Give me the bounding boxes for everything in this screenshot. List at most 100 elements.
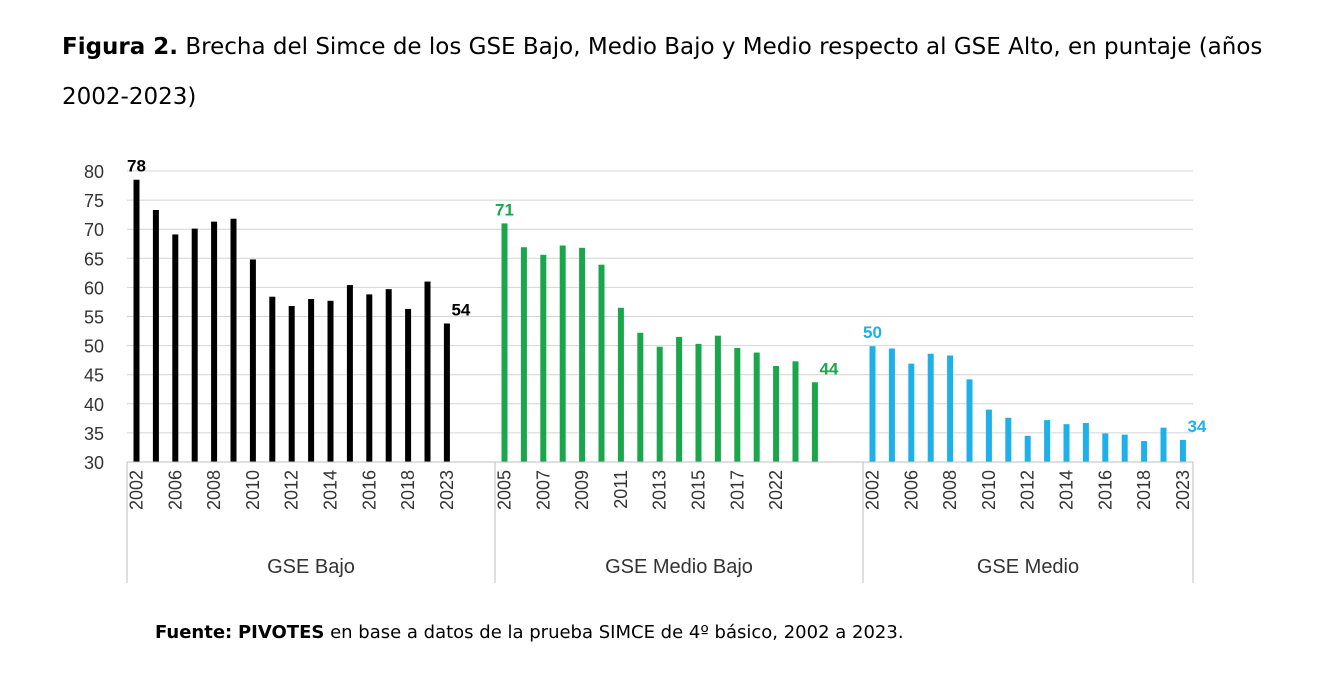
bar xyxy=(269,296,276,462)
bar xyxy=(734,347,741,462)
x-tick-label: 2005 xyxy=(495,470,515,510)
bar xyxy=(695,343,702,462)
x-tick-label: 2010 xyxy=(243,470,263,510)
bar xyxy=(1024,435,1031,462)
x-tick-label: 2018 xyxy=(398,470,418,510)
bar xyxy=(1179,439,1186,462)
bar xyxy=(540,254,547,462)
bar xyxy=(792,361,799,462)
x-tick-label: 2012 xyxy=(282,470,302,510)
group-label: GSE Medio xyxy=(977,556,1079,578)
data-label: 54 xyxy=(451,300,470,319)
bar xyxy=(1141,441,1148,462)
y-tick-label: 55 xyxy=(84,308,104,328)
data-label: 71 xyxy=(495,200,514,219)
x-tick-label: 2016 xyxy=(1095,470,1115,510)
x-tick-label: 2017 xyxy=(727,470,747,510)
bar xyxy=(676,336,683,462)
x-tick-label: 2015 xyxy=(689,470,709,510)
x-tick-label: 2010 xyxy=(979,470,999,510)
x-tick-label: 2016 xyxy=(359,470,379,510)
bar xyxy=(985,409,992,462)
x-tick-label: 2012 xyxy=(1018,470,1038,510)
bar xyxy=(443,323,450,462)
group-label: GSE Medio Bajo xyxy=(605,556,753,578)
bar xyxy=(1160,427,1167,462)
data-label: 50 xyxy=(863,323,882,342)
bar xyxy=(811,382,818,462)
x-tick-label: 2014 xyxy=(1057,470,1077,510)
bar xyxy=(1005,417,1012,462)
data-label: 44 xyxy=(819,359,838,378)
source-text: en base a datos de la prueba SIMCE de 4º… xyxy=(330,622,904,643)
y-tick-label: 60 xyxy=(84,278,104,298)
bar xyxy=(152,209,159,462)
y-tick-label: 80 xyxy=(84,162,104,182)
y-tick-label: 75 xyxy=(84,191,104,211)
bar xyxy=(424,281,431,462)
source-label: Fuente: xyxy=(155,622,233,643)
x-axis: 2002 2006 2008 2010 2012 2014 2016 2018 2023 GSE … xyxy=(126,461,1194,583)
x-tick-label: 2002 xyxy=(863,470,883,510)
bar xyxy=(308,299,315,462)
bars: 78 54 71 44 50 34 xyxy=(127,157,1207,463)
bar xyxy=(230,218,237,462)
bar xyxy=(966,379,973,462)
bar xyxy=(559,245,566,462)
bar xyxy=(405,308,412,462)
y-tick-label: 35 xyxy=(84,424,104,444)
group-label: GSE Bajo xyxy=(267,556,355,578)
bar xyxy=(366,294,373,462)
x-tick-label: 2009 xyxy=(572,470,592,510)
bar xyxy=(947,355,954,462)
bar xyxy=(637,332,644,462)
source-note: Fuente: PIVOTES en base a datos de la pr… xyxy=(155,622,904,643)
bar xyxy=(773,365,780,462)
data-label: 78 xyxy=(127,157,146,176)
x-tick-label: 2022 xyxy=(766,470,786,510)
x-tick-label: 2008 xyxy=(204,470,224,510)
bar xyxy=(908,363,915,462)
figure-text: Brecha del Simce de los GSE Bajo, Medio … xyxy=(62,34,1263,110)
x-tick-label: 2011 xyxy=(611,470,631,509)
bar xyxy=(1121,434,1128,462)
bar xyxy=(714,335,721,462)
x-tick-label: 2002 xyxy=(127,470,147,510)
figure-title: Figura 2. Brecha del Simce de los GSE Ba… xyxy=(62,22,1302,122)
source-org: PIVOTES xyxy=(237,622,325,643)
y-tick-label: 45 xyxy=(84,366,104,386)
bar xyxy=(1102,433,1109,462)
bar xyxy=(288,306,295,462)
bar xyxy=(501,223,508,462)
bar xyxy=(249,259,256,462)
x-tick-label: 2006 xyxy=(165,470,185,510)
x-tick-label: 2008 xyxy=(940,470,960,510)
bar xyxy=(191,228,198,462)
bar xyxy=(346,285,353,462)
bar xyxy=(869,346,876,462)
bar xyxy=(1044,420,1051,462)
x-tick-label: 2007 xyxy=(533,470,553,510)
bar xyxy=(656,346,663,462)
bar xyxy=(172,234,179,462)
bar xyxy=(327,300,334,462)
x-tick-label: 2006 xyxy=(901,470,921,510)
bar xyxy=(385,289,392,462)
bar xyxy=(617,307,624,462)
bar xyxy=(598,264,605,462)
bar xyxy=(927,353,934,462)
bar xyxy=(1082,423,1089,462)
y-axis: 30 35 40 45 50 55 60 65 70 75 80 xyxy=(84,162,104,473)
figure-label: Figura 2. xyxy=(62,34,179,60)
bar xyxy=(579,247,586,462)
y-tick-label: 40 xyxy=(84,395,104,415)
y-tick-label: 50 xyxy=(84,337,104,357)
x-tick-label: 2023 xyxy=(437,470,457,510)
x-tick-label: 2023 xyxy=(1173,470,1193,510)
bar xyxy=(1063,424,1070,462)
bar xyxy=(888,348,895,462)
data-label: 34 xyxy=(1187,417,1206,436)
y-tick-label: 65 xyxy=(84,249,104,269)
x-tick-label: 2013 xyxy=(650,470,670,510)
